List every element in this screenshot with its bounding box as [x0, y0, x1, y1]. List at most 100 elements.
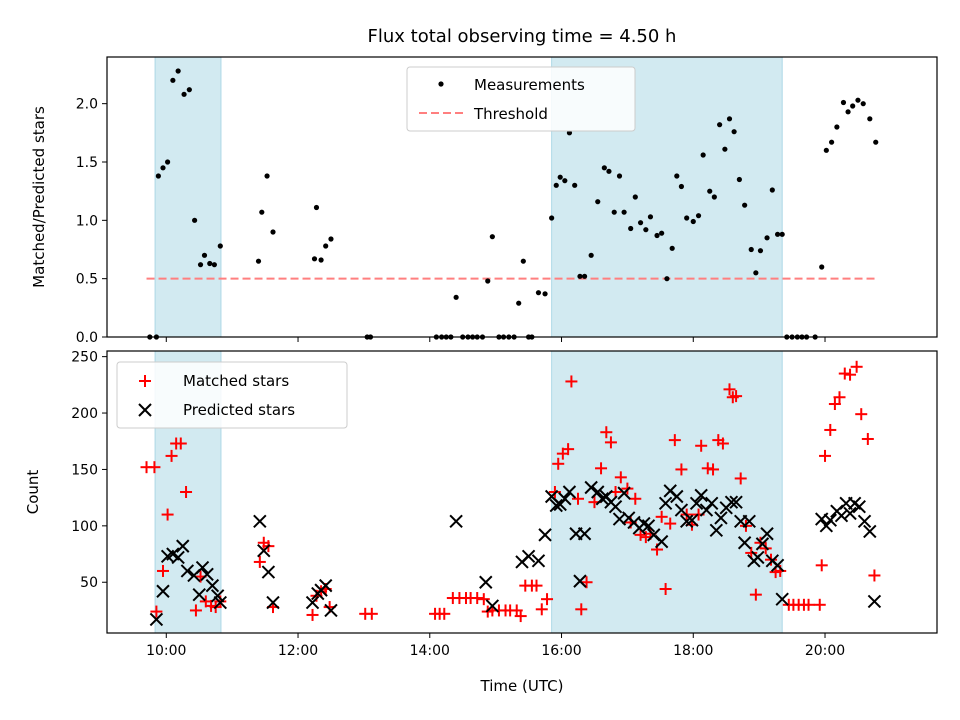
measurement-point: [566, 130, 573, 136]
predicted-star-point: [819, 519, 834, 533]
measurement-point: [255, 258, 262, 264]
matched-star-point: [855, 408, 868, 421]
matched-star-point: [438, 607, 451, 620]
x-tick-label: 10:00: [146, 643, 186, 659]
matched-star-point: [629, 492, 642, 505]
predicted-star-point: [724, 495, 739, 509]
predicted-star-point: [755, 537, 770, 551]
predicted-star-point: [742, 514, 756, 529]
matched-star-point: [730, 390, 743, 403]
x-tick-label: 20:00: [805, 643, 845, 659]
predicted-star-point: [261, 565, 276, 579]
data-markers: [140, 360, 882, 627]
measurement-point: [753, 270, 759, 276]
predicted-star-point: [737, 536, 752, 550]
measurement-point: [654, 232, 660, 239]
matched-star-point: [565, 375, 578, 388]
matched-star-point: [535, 603, 548, 616]
predicted-star-point: [641, 519, 656, 533]
predicted-star-point: [867, 594, 882, 609]
measurement-point: [170, 77, 176, 83]
predicted-star-point: [705, 496, 719, 510]
matched-star-point: [861, 432, 874, 445]
legend-label: Matched stars: [183, 372, 289, 390]
predicted-star-point: [751, 550, 765, 565]
matched-star-point: [614, 471, 627, 484]
measurement-point: [264, 173, 270, 179]
measurement-point: [328, 236, 334, 242]
matched-star-point: [541, 593, 554, 606]
x-tick-label: 18:00: [673, 643, 713, 659]
y-tick-label: 250: [71, 350, 98, 366]
predicted-star-point: [689, 496, 704, 510]
predicted-star-point: [205, 578, 220, 593]
predicted-star-point: [521, 549, 536, 564]
measurement-point: [259, 209, 265, 215]
measurement-point: [313, 204, 320, 211]
predicted-star-point: [180, 564, 195, 578]
predicted-star-point: [760, 527, 774, 541]
matched-star-point: [824, 423, 837, 436]
predicted-star-point: [674, 503, 689, 517]
matched-star-point: [253, 555, 266, 568]
measurement-point: [318, 257, 324, 263]
measurement-point: [690, 218, 696, 225]
measurement-point: [201, 252, 208, 258]
matched-star-point: [723, 383, 736, 396]
measurement-point: [516, 300, 522, 306]
measurement-point: [535, 290, 542, 296]
y-tick-label: 150: [71, 462, 98, 478]
measurement-point: [489, 234, 495, 240]
predicted-star-point: [479, 575, 493, 589]
data-markers: [147, 68, 879, 340]
predicted-star-point: [775, 592, 789, 606]
matched-star-point: [477, 593, 490, 606]
legend-label: Threshold: [473, 105, 548, 123]
matched-star-point: [514, 610, 527, 623]
predicted-star-point: [305, 595, 320, 610]
measurement-point: [669, 245, 675, 251]
matched-star-point: [575, 603, 588, 616]
predicted-star-point: [149, 612, 164, 627]
predicted-star-point: [608, 499, 623, 514]
matched-star-point: [150, 605, 163, 618]
predicted-star-point: [324, 603, 338, 618]
measurement-point: [160, 165, 166, 171]
shaded-interval: [551, 350, 783, 634]
y-tick-label: 0.0: [76, 330, 98, 346]
matched-star-point: [365, 607, 378, 620]
measurement-point: [197, 262, 204, 268]
measurement-point: [731, 129, 737, 135]
legend-box: [406, 66, 636, 132]
measurement-point: [742, 202, 748, 208]
predicted-star-point: [679, 514, 694, 529]
measurement-point: [659, 230, 665, 236]
measurement-point: [632, 194, 638, 200]
predicted-star-point: [577, 527, 592, 541]
legend-matched-marker: [139, 375, 151, 387]
predicted-star-point: [562, 485, 577, 499]
matched-star-point: [156, 564, 169, 577]
measurement-point: [726, 116, 733, 122]
predicted-star-point: [591, 485, 605, 499]
y-tick-label: 1.5: [76, 155, 98, 171]
predicted-star-point: [257, 543, 271, 558]
matched-star-point: [868, 569, 881, 582]
measurement-point: [207, 260, 213, 267]
predicted-star-point: [449, 514, 463, 529]
y-tick-label: 1.0: [76, 213, 98, 229]
measurement-point: [637, 220, 644, 226]
measurement-point: [588, 252, 594, 258]
measurement-point: [873, 139, 879, 145]
matched-star-point: [668, 434, 681, 447]
predicted-star-point: [834, 508, 849, 523]
y-tick-label: 2.0: [76, 97, 98, 113]
predicted-star-point: [573, 574, 587, 588]
measurement-point: [562, 178, 568, 184]
y-axis-label: Matched/Predicted stars: [30, 106, 48, 288]
matched-star-point: [695, 439, 708, 452]
matched-star-point: [562, 443, 575, 456]
matched-star-point: [844, 368, 857, 381]
measurement-point: [628, 225, 634, 232]
matched-star-point: [833, 391, 846, 404]
